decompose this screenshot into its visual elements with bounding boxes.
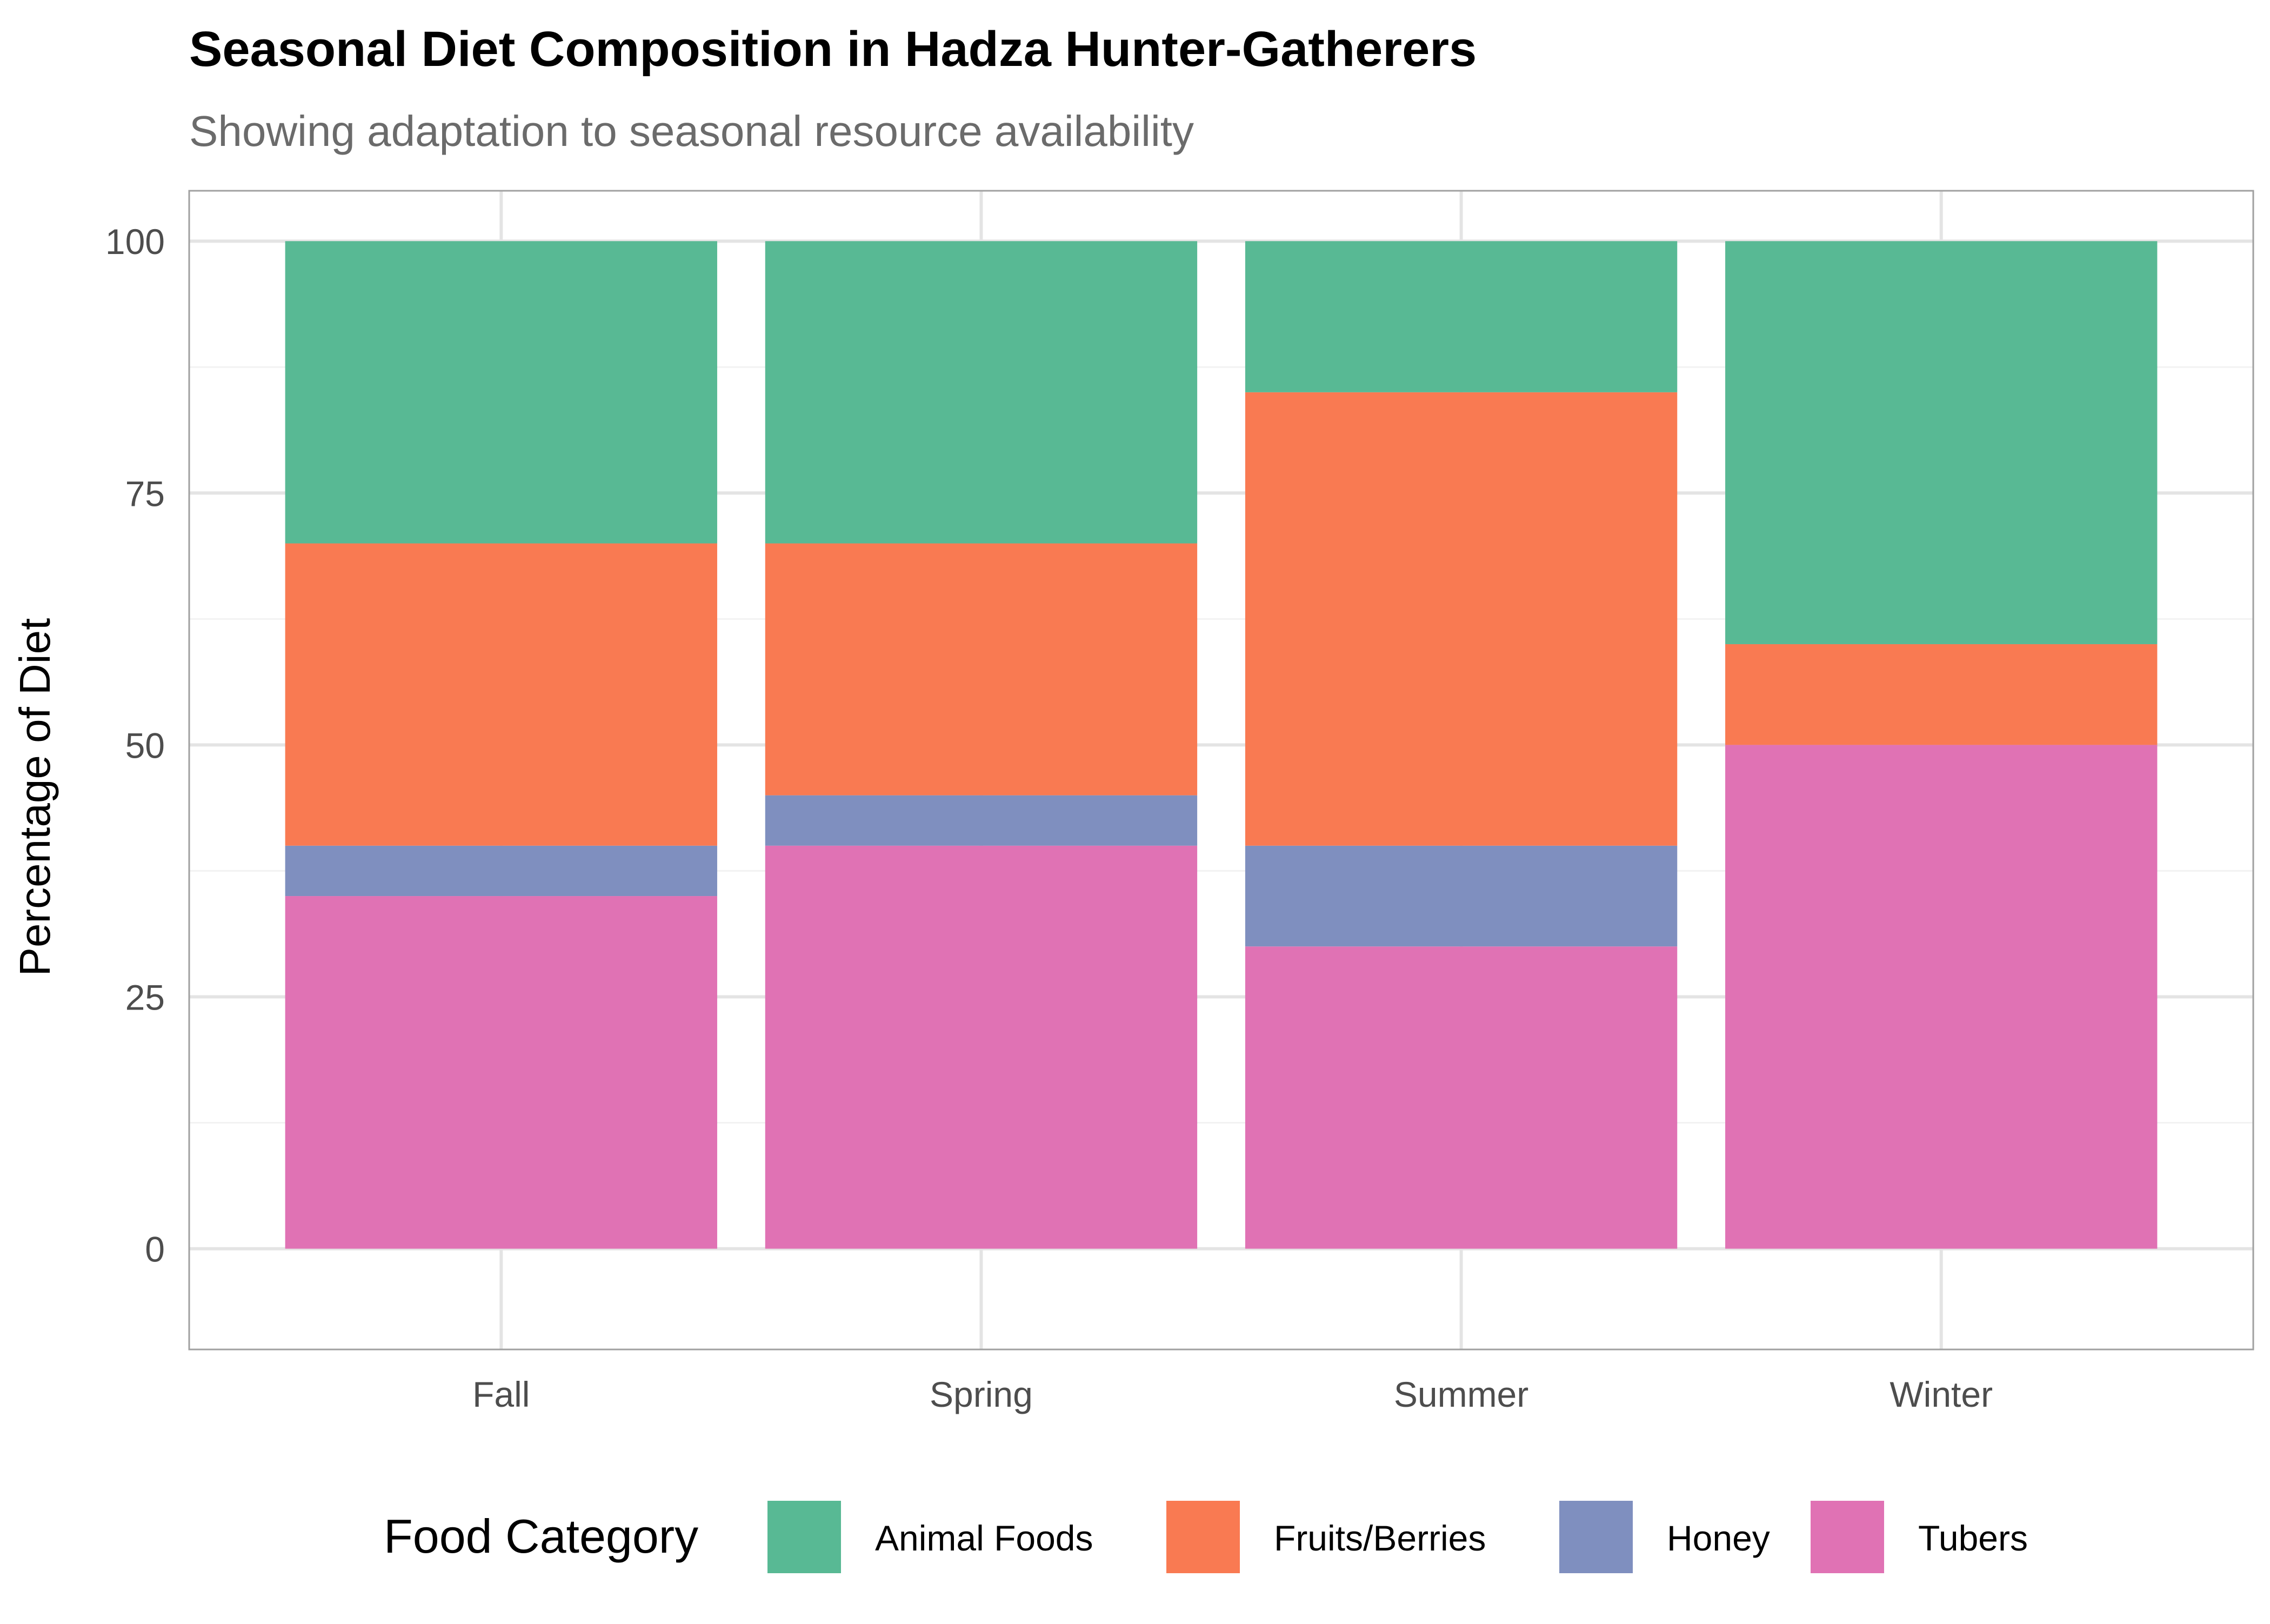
x-tick-label: Spring (930, 1374, 1033, 1414)
x-tick-label: Summer (1394, 1374, 1528, 1414)
y-tick-label: 100 (105, 222, 165, 262)
plot-panel-border (188, 190, 2254, 1351)
bar-summer-fruits-berries (1245, 392, 1678, 846)
legend: Food Category Animal Foods Fruits/Berries… (384, 1501, 2028, 1573)
legend-key-animal-foods (767, 1501, 841, 1573)
x-axis-ticks: Fall Spring Summer Winter (472, 1374, 1993, 1414)
bar-winter-fruits-berries (1725, 644, 2158, 745)
x-tick-label: Fall (472, 1374, 530, 1414)
y-tick-label: 25 (125, 977, 165, 1017)
bar-fall-fruits-berries (285, 543, 717, 846)
chart-subtitle: Showing adaptation to seasonal resource … (189, 107, 1194, 155)
bar-summer-animal-foods (1245, 241, 1678, 392)
legend-title: Food Category (384, 1509, 698, 1563)
bar-fall-tubers (285, 896, 717, 1249)
bar-fall-honey (285, 845, 717, 897)
bar-summer-honey (1245, 845, 1678, 947)
bar-spring-animal-foods (765, 241, 1198, 544)
bars (285, 241, 2158, 1249)
y-tick-label: 50 (125, 725, 165, 765)
legend-key-honey (1559, 1501, 1633, 1573)
bar-fall-animal-foods (285, 241, 717, 544)
legend-key-tubers (1811, 1501, 1884, 1573)
bar-spring-tubers (765, 845, 1198, 1249)
bar-spring-fruits-berries (765, 543, 1198, 796)
y-tick-label: 0 (145, 1229, 165, 1269)
legend-label: Fruits/Berries (1274, 1518, 1486, 1558)
legend-label: Tubers (1918, 1518, 2028, 1558)
y-axis-label: Percentage of Diet (11, 618, 59, 977)
chart-title: Seasonal Diet Composition in Hadza Hunte… (189, 22, 1477, 77)
legend-label: Honey (1667, 1518, 1770, 1558)
legend-key-fruits-berries (1166, 1501, 1240, 1573)
bar-spring-honey (765, 795, 1198, 846)
bar-summer-tubers (1245, 946, 1678, 1249)
x-tick-label: Winter (1890, 1374, 1993, 1414)
legend-label: Animal Foods (875, 1518, 1093, 1558)
bar-winter-tubers (1725, 745, 2158, 1249)
y-tick-label: 75 (125, 473, 165, 513)
bar-winter-animal-foods (1725, 241, 2158, 644)
y-axis-ticks: 0 25 50 75 100 (105, 222, 165, 1269)
